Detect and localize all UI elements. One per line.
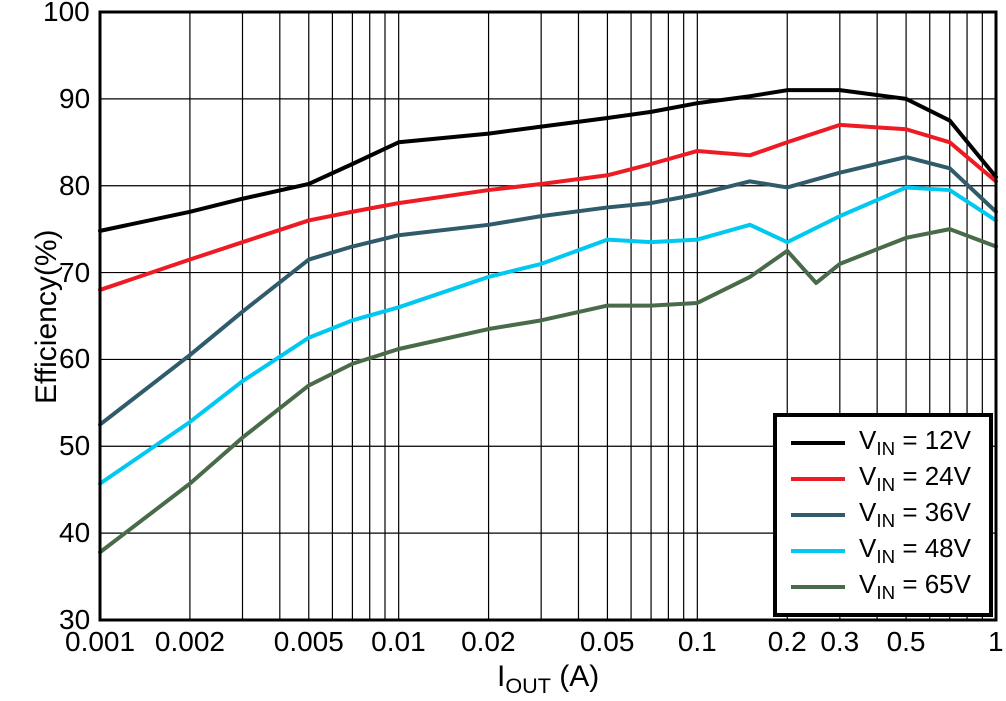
tick-label: 0.5 (887, 626, 926, 658)
legend-swatch (791, 513, 845, 517)
efficiency-chart: VIN = 12VVIN = 24VVIN = 36VVIN = 48VVIN … (0, 0, 1006, 701)
tick-label: 0.05 (580, 626, 635, 658)
legend-label: VIN = 24V (859, 461, 971, 496)
tick-label: 0.01 (371, 626, 426, 658)
legend-item-vin12: VIN = 12V (791, 425, 971, 461)
tick-label: 40 (59, 517, 90, 549)
y-axis-label: Efficiency(%) (30, 229, 64, 404)
legend-item-vin24: VIN = 24V (791, 461, 971, 497)
legend-swatch (791, 477, 845, 481)
tick-label: 0.002 (155, 626, 225, 658)
legend-item-vin36: VIN = 36V (791, 497, 971, 533)
legend-item-vin65: VIN = 65V (791, 569, 971, 605)
tick-label: 0.001 (65, 626, 135, 658)
tick-label: 100 (43, 0, 90, 28)
tick-label: 0.1 (678, 626, 717, 658)
legend-swatch (791, 549, 845, 553)
tick-label: 1 (988, 626, 1004, 658)
legend-label: VIN = 36V (859, 497, 971, 532)
legend-swatch (791, 441, 845, 445)
tick-label: 50 (59, 430, 90, 462)
tick-label: 90 (59, 83, 90, 115)
tick-label: 80 (59, 170, 90, 202)
legend-label: VIN = 48V (859, 533, 971, 568)
tick-label: 0.3 (820, 626, 859, 658)
tick-label: 0.005 (274, 626, 344, 658)
legend-label: VIN = 12V (859, 425, 971, 460)
legend-item-vin48: VIN = 48V (791, 533, 971, 569)
legend-swatch (791, 585, 845, 589)
tick-label: 0.02 (461, 626, 516, 658)
legend: VIN = 12VVIN = 24VVIN = 36VVIN = 48VVIN … (773, 413, 993, 617)
tick-label: 0.2 (768, 626, 807, 658)
x-axis-label: IOUT (A) (497, 660, 599, 699)
legend-label: VIN = 65V (859, 569, 971, 604)
